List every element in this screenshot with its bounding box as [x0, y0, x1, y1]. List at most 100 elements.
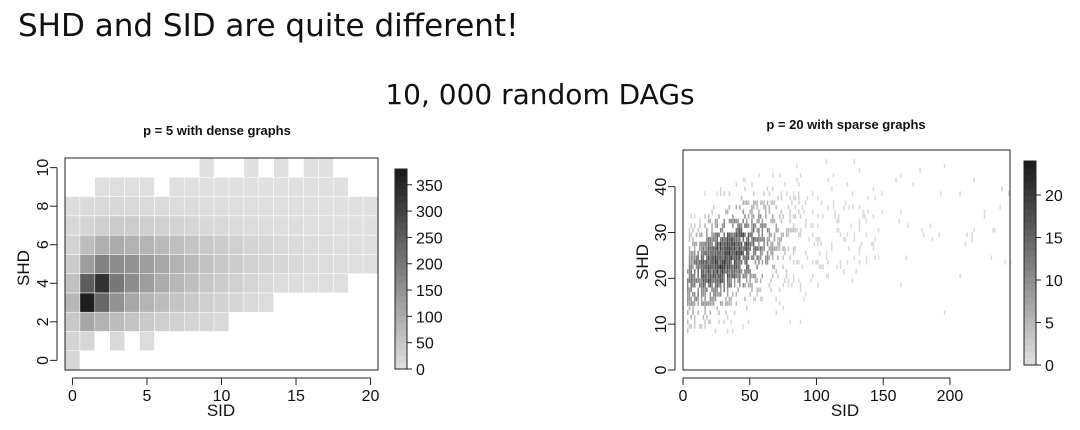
density-cell — [778, 301, 781, 306]
density-cell — [709, 246, 712, 251]
density-cell — [817, 241, 819, 247]
density-cell — [697, 296, 699, 302]
colorbar-segment — [395, 242, 407, 250]
density-cell — [711, 269, 713, 274]
density-cell — [759, 200, 762, 205]
density-cell — [742, 273, 745, 279]
density-cell — [697, 278, 699, 283]
density-cell — [839, 260, 842, 265]
density-cell — [702, 255, 705, 260]
density-cell — [730, 232, 732, 238]
density-cell — [713, 269, 715, 274]
density-cell — [728, 269, 731, 274]
density-cell — [744, 269, 746, 274]
density-cell — [709, 319, 712, 325]
density-cell — [804, 250, 807, 256]
density-cell — [756, 237, 758, 242]
density-cell — [709, 255, 712, 260]
density-cell — [688, 301, 691, 306]
density-cell — [709, 310, 712, 315]
density-cell — [714, 269, 717, 274]
density-cell — [723, 282, 725, 288]
density-cell — [785, 232, 788, 238]
density-cell — [853, 232, 856, 238]
density-cell — [718, 260, 720, 265]
density-cell — [804, 292, 807, 297]
density-cell — [692, 227, 694, 233]
density-cell — [744, 214, 746, 219]
colorbar-segment — [1024, 351, 1036, 359]
density-cell — [709, 218, 712, 224]
density-cell — [756, 227, 758, 233]
density-cell — [716, 273, 719, 279]
density-cell — [711, 255, 713, 260]
density-cell — [730, 255, 732, 260]
density-cell — [772, 273, 774, 279]
density-cell — [704, 292, 706, 297]
density-cell — [709, 301, 712, 306]
density-cell — [699, 282, 701, 288]
density-cell — [777, 255, 779, 260]
density-cell — [733, 241, 736, 247]
density-cell — [747, 269, 750, 274]
density-cell — [702, 273, 705, 279]
density-cell — [706, 273, 708, 279]
density-cell — [732, 328, 734, 334]
density-cell — [798, 200, 800, 205]
density-cell — [728, 296, 731, 302]
heatmap-cell — [139, 177, 155, 197]
density-cell — [784, 246, 786, 251]
colorbar-segment — [395, 195, 407, 203]
density-cell — [719, 269, 722, 274]
density-cell — [692, 237, 694, 242]
density-cell — [796, 163, 798, 169]
density-cell — [688, 255, 691, 260]
density-cell — [714, 255, 717, 260]
density-cell — [837, 227, 840, 233]
density-cell — [707, 246, 710, 251]
density-cell — [761, 223, 764, 228]
density-cell — [919, 168, 922, 173]
density-cell — [726, 241, 729, 247]
density-cell — [713, 292, 715, 297]
density-cell — [752, 227, 755, 233]
density-cell — [737, 218, 739, 224]
density-cell — [752, 237, 755, 242]
left-chart-title: p = 5 with dense graphs — [143, 123, 291, 138]
density-cell — [765, 205, 767, 210]
density-cell — [726, 260, 729, 265]
density-cell — [707, 282, 710, 288]
x-tick-label: 150 — [870, 388, 897, 405]
density-cell — [777, 195, 779, 201]
density-cell — [772, 200, 774, 205]
density-cell — [709, 260, 712, 265]
density-cell — [735, 269, 738, 274]
density-cell — [900, 282, 902, 288]
density-cell — [695, 296, 698, 302]
density-cell — [735, 205, 738, 210]
density-cell — [699, 241, 701, 247]
density-cell — [745, 264, 748, 270]
density-cell — [704, 273, 706, 279]
density-cell — [726, 328, 729, 334]
density-cell — [687, 319, 689, 325]
density-cell — [740, 223, 743, 228]
density-cell — [799, 214, 802, 219]
density-cell — [858, 260, 861, 265]
density-cell — [721, 264, 724, 270]
left-y-axis: 0 2 4 6 8 10 — [35, 159, 58, 365]
density-cell — [758, 246, 760, 251]
density-cell — [688, 269, 691, 274]
density-cell — [751, 223, 753, 228]
density-cell — [761, 237, 764, 242]
density-cell — [730, 273, 732, 279]
density-cell — [865, 218, 868, 224]
density-cell — [697, 260, 699, 265]
density-cell — [723, 319, 725, 325]
density-cell — [713, 260, 715, 265]
density-cell — [739, 255, 741, 260]
density-cell — [735, 232, 738, 238]
chart-subtitle: 10, 000 random DAGs — [385, 78, 695, 111]
density-cell — [723, 250, 725, 256]
density-cell — [768, 191, 771, 196]
